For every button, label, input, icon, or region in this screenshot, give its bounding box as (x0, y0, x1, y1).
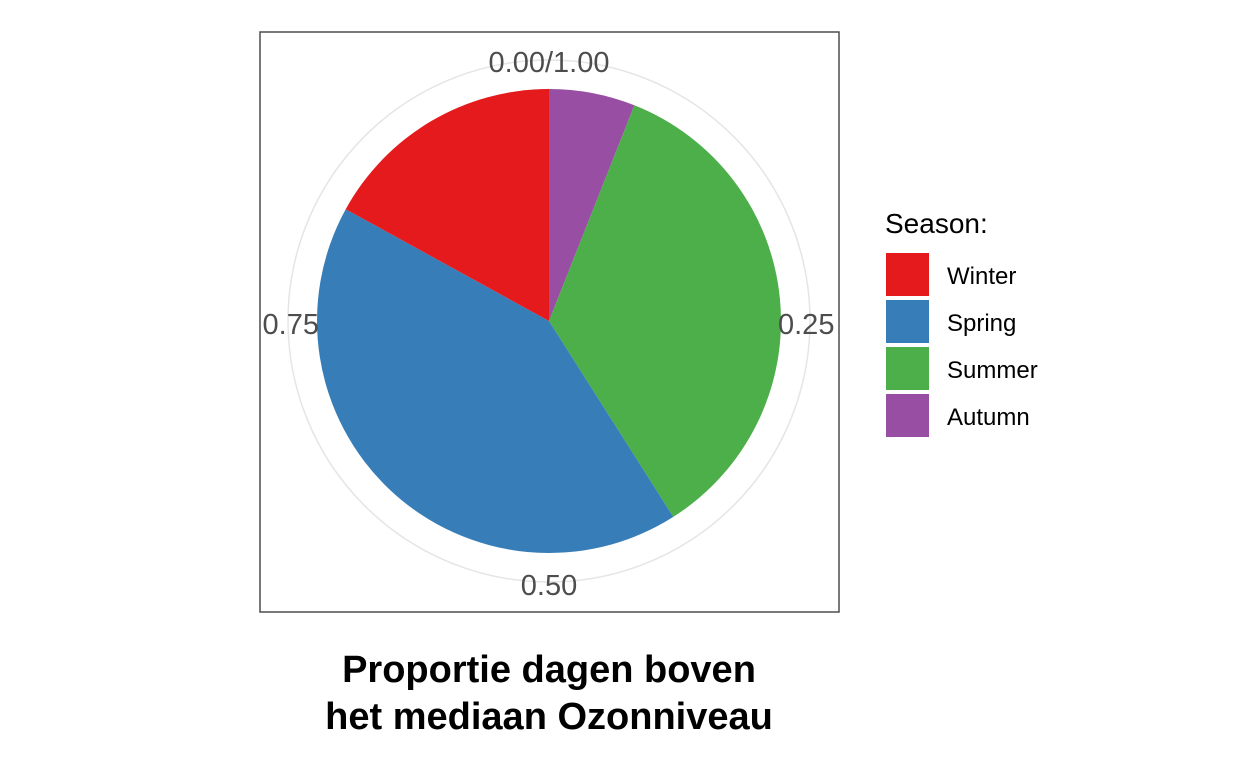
legend: Season: Winter Spring Summer Autumn (885, 208, 1038, 437)
legend-label-spring: Spring (947, 310, 1016, 337)
pie-slices (317, 89, 781, 553)
legend-label-autumn: Autumn (947, 404, 1030, 431)
pie-slice-autumn (549, 89, 635, 321)
legend-label-winter: Winter (947, 263, 1016, 290)
pie-slice-winter (345, 89, 549, 321)
panel-clip-left (0, 300, 259, 345)
legend-swatch-autumn (886, 394, 929, 437)
chart-caption-line-2: het mediaan Ozonniveau (325, 696, 773, 738)
pie-slice-summer (549, 105, 781, 517)
tick-label-top: 0.00/1.00 (489, 47, 610, 79)
legend-items: Winter Spring Summer Autumn (886, 253, 1038, 437)
grid-circle (287, 59, 811, 583)
legend-label-summer: Summer (947, 357, 1038, 384)
panel-border (259, 31, 840, 613)
panel-clip-right (840, 300, 880, 345)
legend-swatch-spring (886, 300, 929, 343)
legend-swatch-winter (886, 253, 929, 296)
tick-label-right: 0.25 (778, 309, 834, 341)
legend-swatch-summer (886, 347, 929, 390)
legend-title: Season: (885, 208, 988, 239)
pie-slice-spring (317, 209, 674, 553)
tick-label-left: 0.75 (263, 309, 319, 341)
tick-label-bottom: 0.50 (521, 570, 577, 602)
chart-caption-line-1: Proportie dagen boven (342, 649, 756, 691)
